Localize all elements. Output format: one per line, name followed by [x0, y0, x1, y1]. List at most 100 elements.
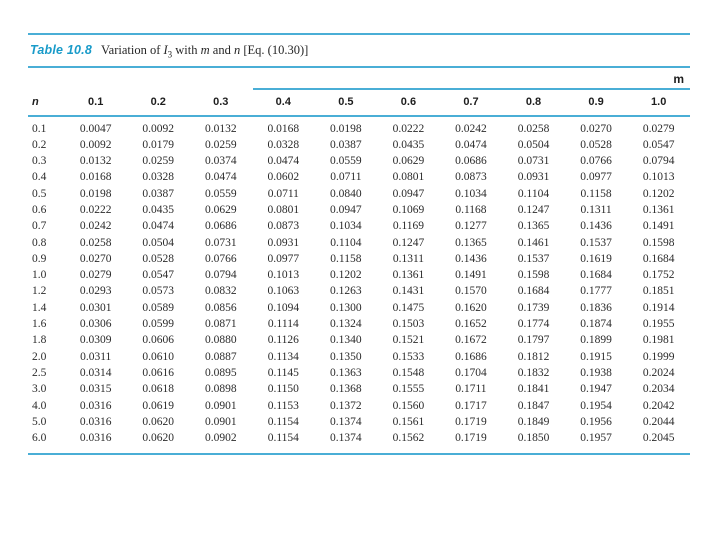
value-cell: 0.1774: [517, 318, 550, 331]
column-header: 0.8: [502, 89, 565, 117]
value-cell: 0.0474: [142, 220, 175, 233]
table-row: 4.0 0.0316 0.0619 0.0901 0.1153 0.1372 0.1560 0…: [28, 398, 690, 414]
value-cell: 0.1570: [455, 285, 487, 298]
value-cell: 0.1832: [517, 366, 550, 379]
value-cell: 0.0873: [267, 220, 300, 233]
value-cell: 0.1947: [580, 383, 612, 396]
value-cell: 0.2034: [642, 383, 675, 396]
value-cell: 0.0315: [79, 383, 112, 396]
value-cell: 0.1739: [517, 301, 550, 314]
value-cell: 0.0222: [79, 203, 112, 216]
column-group-label-row: m: [28, 68, 690, 88]
value-cell: 0.2044: [642, 415, 675, 428]
value-cell: 0.0270: [580, 122, 612, 135]
value-cell: 0.0602: [267, 171, 300, 184]
table-row: 0.7 0.0242 0.0474 0.0686 0.0873 0.1034 0.1169 0…: [28, 218, 690, 234]
value-cell: 0.1158: [580, 187, 612, 200]
value-cell: 0.1719: [455, 415, 487, 428]
title-bottom-rule: [28, 65, 690, 68]
row-label-cell: 2.5: [32, 366, 47, 379]
value-cell: 0.0931: [267, 236, 300, 249]
value-cell: 0.1686: [455, 350, 487, 363]
value-cell: 0.1598: [642, 236, 675, 249]
value-cell: 0.1374: [330, 415, 362, 428]
value-cell: 0.1158: [330, 252, 362, 265]
row-label-cell: 6.0: [32, 432, 47, 445]
value-cell: 0.1169: [392, 220, 425, 233]
table-row: 0.3 0.0132 0.0259 0.0374 0.0474 0.0559 0.0629 0…: [28, 153, 690, 169]
value-cell: 0.1069: [392, 203, 425, 216]
value-cell: 0.1717: [455, 399, 487, 412]
value-cell: 0.0311: [80, 350, 112, 363]
value-cell: 0.0898: [204, 383, 237, 396]
value-cell: 0.0259: [204, 138, 237, 151]
value-cell: 0.0198: [330, 122, 362, 135]
column-header: 0.3: [189, 89, 253, 117]
column-group-rule: [253, 87, 690, 90]
value-cell: 0.0279: [642, 122, 675, 135]
column-header: 0.2: [126, 89, 190, 117]
value-cell: 0.1340: [330, 334, 362, 347]
value-cell: 0.1475: [392, 301, 425, 314]
value-cell: 0.1555: [392, 383, 425, 396]
value-cell: 0.1812: [517, 350, 550, 363]
value-cell: 0.1704: [455, 366, 487, 379]
value-cell: 0.0801: [267, 203, 300, 216]
value-cell: 0.1957: [580, 432, 612, 445]
value-cell: 0.1752: [642, 269, 675, 282]
table-body: 0.1 0.0047 0.0092 0.0132 0.0168 0.0198 0.0222 0…: [28, 116, 690, 447]
value-cell: 0.0573: [142, 285, 175, 298]
row-label-cell: 0.2: [32, 138, 47, 151]
value-cell: 0.0242: [79, 220, 112, 233]
value-cell: 0.0258: [517, 122, 550, 135]
value-cell: 0.0222: [392, 122, 425, 135]
value-cell: 0.1154: [267, 415, 299, 428]
value-cell: 0.1999: [642, 350, 675, 363]
value-cell: 0.1150: [267, 383, 299, 396]
row-label-cell: 5.0: [32, 415, 47, 428]
value-cell: 0.0880: [204, 334, 237, 347]
value-cell: 0.1461: [517, 236, 550, 249]
value-cell: 0.0168: [79, 171, 112, 184]
column-header: 0.1: [64, 89, 127, 117]
value-cell: 0.1263: [330, 285, 362, 298]
value-cell: 0.1850: [517, 432, 550, 445]
value-cell: 0.0895: [204, 366, 237, 379]
value-cell: 0.1797: [517, 334, 550, 347]
value-cell: 0.0168: [267, 122, 300, 135]
row-label-cell: 3.0: [32, 383, 47, 396]
value-cell: 0.0132: [79, 155, 112, 168]
value-cell: 0.1847: [517, 399, 550, 412]
value-cell: 0.0293: [79, 285, 112, 298]
value-cell: 0.1374: [330, 432, 362, 445]
row-label-cell: 0.8: [32, 236, 47, 249]
value-cell: 0.1914: [642, 301, 675, 314]
value-cell: 0.0474: [204, 171, 237, 184]
value-cell: 0.1168: [455, 203, 487, 216]
value-cell: 0.0547: [642, 138, 675, 151]
value-cell: 0.1620: [455, 301, 487, 314]
row-label-cell: 0.5: [32, 187, 47, 200]
value-cell: 0.0528: [142, 252, 175, 265]
value-cell: 0.1851: [642, 285, 675, 298]
row-header-label: n: [28, 89, 65, 117]
value-cell: 0.0731: [204, 236, 237, 249]
value-cell: 0.1915: [580, 350, 612, 363]
value-cell: 0.0606: [142, 334, 175, 347]
value-cell: 0.0328: [142, 171, 175, 184]
table-row: 2.0 0.0311 0.0610 0.0887 0.1134 0.1350 0.1533 0…: [28, 349, 690, 365]
value-cell: 0.1899: [580, 334, 612, 347]
value-cell: 0.1955: [642, 318, 675, 331]
value-cell: 0.1491: [642, 220, 675, 233]
value-cell: 0.0629: [204, 203, 237, 216]
bottom-rule: [28, 453, 690, 456]
value-cell: 0.0629: [392, 155, 425, 168]
value-cell: 0.1938: [580, 366, 612, 379]
value-cell: 0.1104: [330, 236, 362, 249]
value-cell: 0.0931: [517, 171, 550, 184]
row-label-cell: 1.4: [32, 301, 47, 314]
variable-i-subscript: 3: [167, 49, 173, 60]
column-header: 0.4: [252, 89, 315, 117]
value-cell: 0.1034: [330, 220, 362, 233]
value-cell: 0.1365: [455, 236, 487, 249]
